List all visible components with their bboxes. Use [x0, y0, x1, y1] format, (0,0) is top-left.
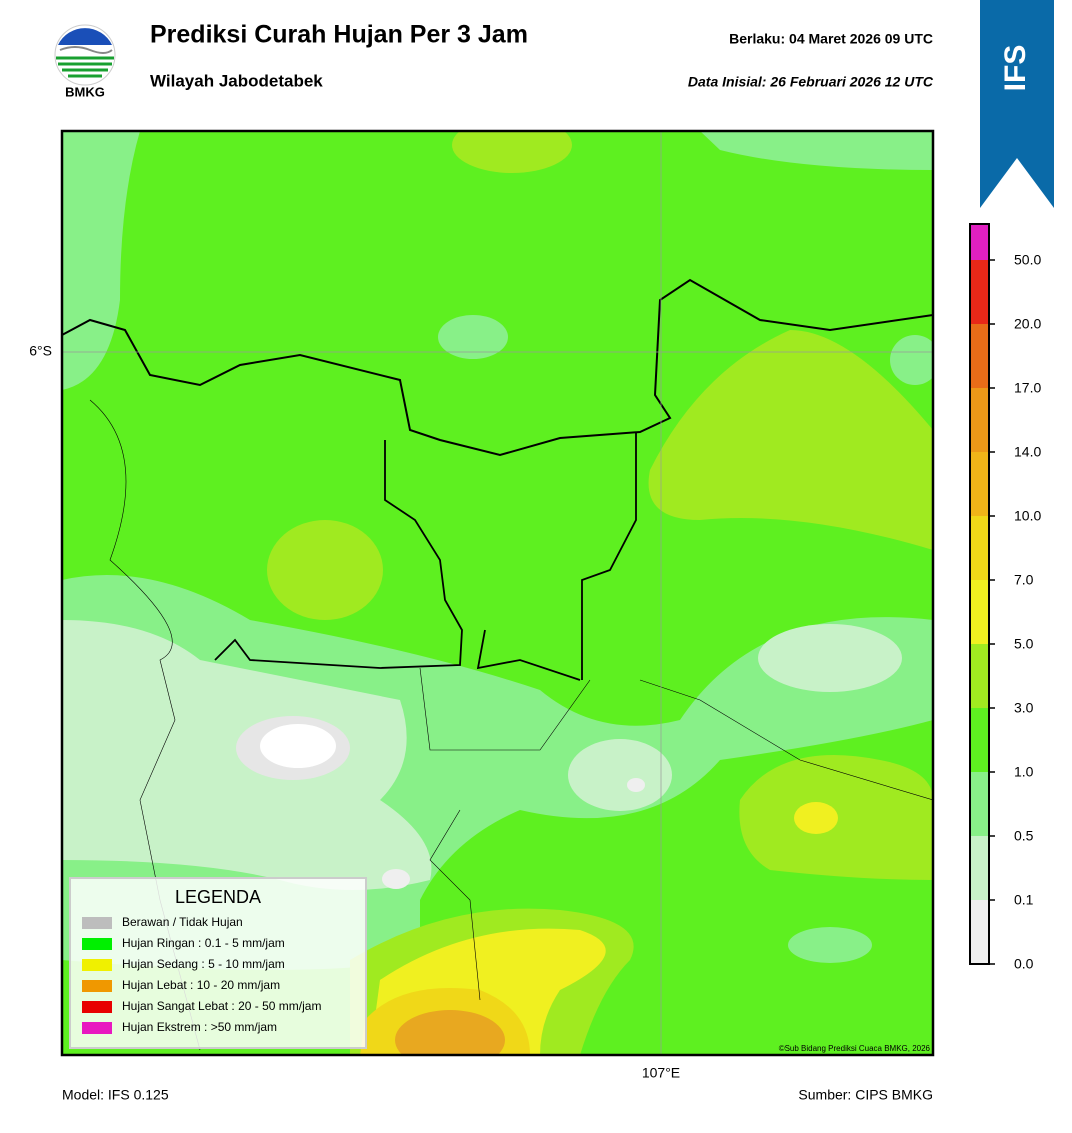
legend-swatch [82, 1001, 112, 1013]
subtitle: Wilayah Jabodetabek [150, 71, 323, 90]
colorbar-band [970, 580, 989, 644]
colorbar-band [970, 772, 989, 836]
legend-swatch [82, 1022, 112, 1034]
colorbar-tick-label: 20.0 [1014, 316, 1041, 332]
colorbar-band [970, 388, 989, 452]
legend-box [69, 877, 367, 1049]
lat-label: 6°S [29, 343, 52, 359]
colorbar-band [970, 224, 989, 260]
colorbar-band [970, 324, 989, 388]
lon-label: 107°E [642, 1065, 680, 1081]
colorbar-tick-label: 50.0 [1014, 252, 1041, 268]
colorbar-band [970, 836, 989, 900]
colorbar-tick-label: 14.0 [1014, 444, 1041, 460]
colorbar-frame [969, 223, 990, 965]
colorbar-tick-label: 0.1 [1014, 892, 1034, 908]
source: Sumber: CIPS BMKG [798, 1087, 933, 1103]
colorbar-band [970, 708, 989, 772]
colorbar-band [970, 900, 989, 964]
colorbar-band [970, 260, 989, 324]
colorbar-band [970, 516, 989, 580]
legend-label: Hujan Ekstrem : >50 mm/jam [122, 1020, 277, 1034]
colorbar-tick-label: 5.0 [1014, 636, 1034, 652]
badge-ribbon [980, 0, 1054, 208]
badge: IFS [999, 45, 1032, 92]
legend-title: LEGENDA [175, 887, 261, 907]
legend: Berawan / Tidak Hujan Hujan Ringan : 0.1 … [82, 915, 321, 1034]
credit: ©Sub Bidang Prediksi Cuaca BMKG, 2026 [779, 1044, 931, 1053]
colorbar-band [970, 452, 989, 516]
logo-text: BMKG [65, 84, 105, 99]
colorbar-tick-label: 1.0 [1014, 764, 1034, 780]
colorbar-tick-label: 7.0 [1014, 572, 1034, 588]
map-frame [60, 129, 935, 1057]
colorbar-band [970, 644, 989, 708]
legend-label: Hujan Lebat : 10 - 20 mm/jam [122, 978, 280, 992]
legend-label: Hujan Sangat Lebat : 20 - 50 mm/jam [122, 999, 321, 1013]
colorbar-tick-label: 10.0 [1014, 508, 1041, 524]
colorbar-tick-label: 17.0 [1014, 380, 1041, 396]
colorbar-tick-label: 0.5 [1014, 828, 1034, 844]
legend-label: Berawan / Tidak Hujan [122, 915, 243, 929]
colorbar-tick-label: 3.0 [1014, 700, 1034, 716]
legend-label: Hujan Ringan : 0.1 - 5 mm/jam [122, 936, 285, 950]
valid-time: Berlaku: 04 Maret 2026 09 UTC [729, 31, 933, 47]
logo [54, 24, 116, 86]
colorbar: 0.0 0.1 0.5 1.0 3.0 5.0 7.0 10.0 14.0 17.0 20.0 50.… [969, 223, 1041, 972]
legend-swatch [82, 980, 112, 992]
legend-label: Hujan Sedang : 5 - 10 mm/jam [122, 957, 285, 971]
title: Prediksi Curah Hujan Per 3 Jam [150, 21, 528, 49]
colorbar-tick-label: 0.0 [1014, 956, 1034, 972]
legend-swatch [82, 917, 112, 929]
model: Model: IFS 0.125 [62, 1087, 169, 1103]
legend-swatch [82, 959, 112, 971]
rain-field [62, 131, 933, 1055]
legend-swatch [82, 938, 112, 950]
init-time: Data Inisial: 26 Februari 2026 12 UTC [688, 74, 934, 90]
